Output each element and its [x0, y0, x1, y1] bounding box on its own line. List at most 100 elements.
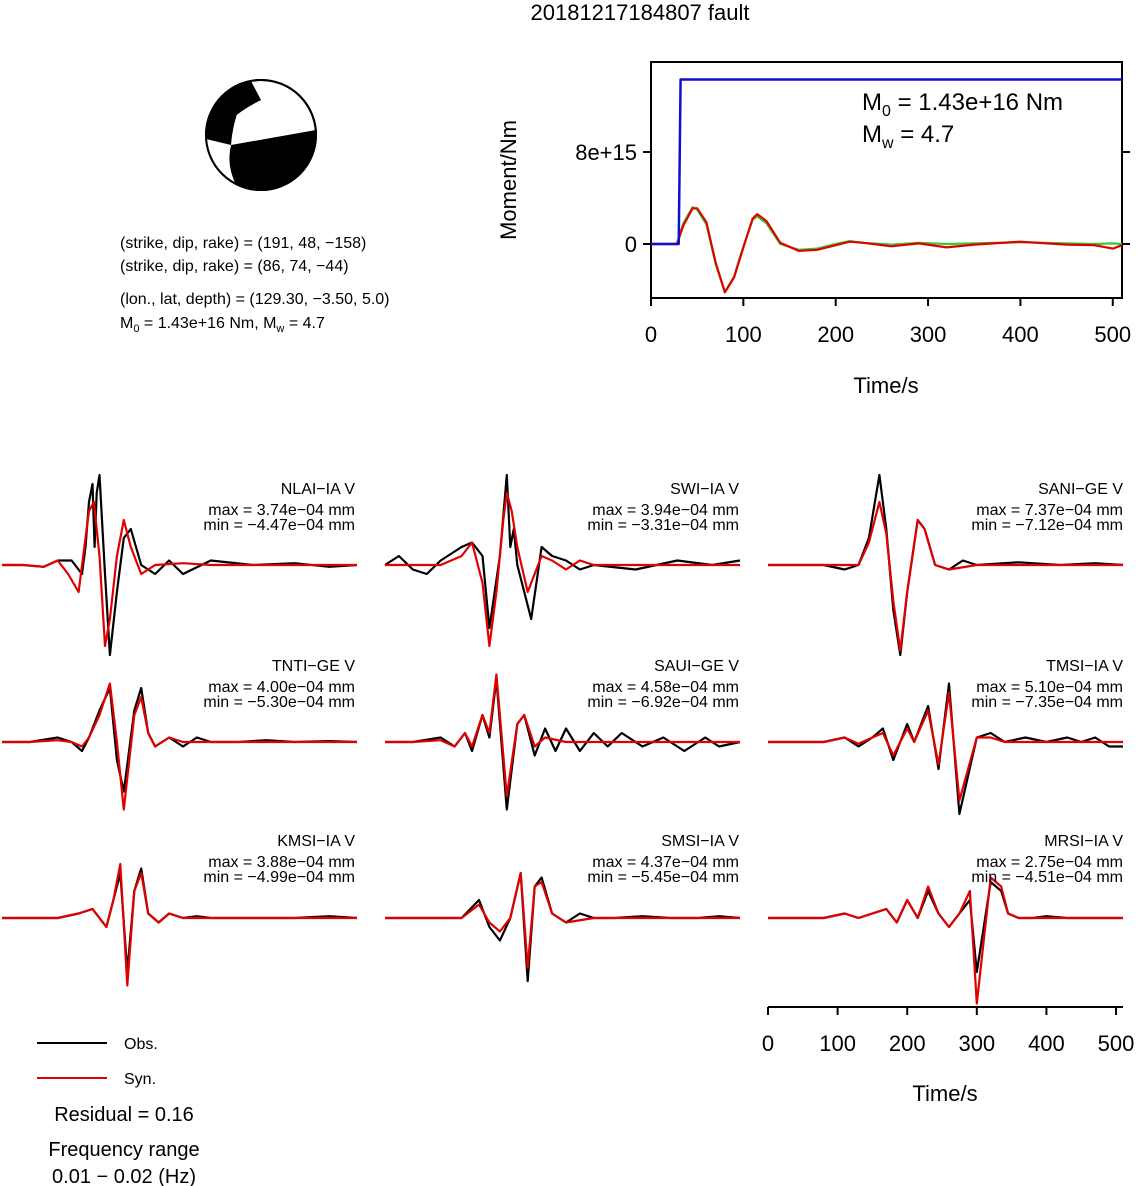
station-name: KMSI−IA V	[277, 833, 355, 850]
moment-xtick-label: 200	[817, 322, 854, 347]
beachball-compression-mid	[205, 81, 251, 145]
station-max: max = 3.88e−04 mm	[208, 854, 355, 871]
waveform-xtick-label: 0	[762, 1031, 774, 1056]
frequency-range-label: Frequency range	[48, 1139, 199, 1161]
station-name: TNTI−GE V	[272, 658, 355, 675]
m0-subscript: 0	[133, 323, 139, 335]
station-min: min = −4.99e−04 mm	[203, 869, 355, 886]
legend-syn-label: Syn.	[124, 1071, 156, 1088]
moment-xlabel: Time/s	[853, 373, 918, 398]
mw-value: = 4.7	[284, 315, 325, 332]
waveform-xtick-label: 300	[958, 1031, 995, 1056]
figure-title: 20181217184807 fault	[531, 0, 750, 25]
hypocenter-location: (lon., lat, depth) = (129.30, −3.50, 5.0…	[120, 291, 390, 308]
station-name: SWI−IA V	[670, 481, 739, 498]
moment-xtick-label: 500	[1094, 322, 1131, 347]
station-syn-trace	[768, 876, 1123, 1005]
station-max: max = 4.58e−04 mm	[592, 679, 739, 696]
station-syn-trace	[768, 691, 1123, 802]
waveform-xtick-label: 400	[1028, 1031, 1065, 1056]
moment-axes: 0 100 200 300 400 500 0 8e+15	[575, 140, 1131, 347]
moment-annotation-m0: M0 = 1.43e+16 Nm	[862, 89, 1063, 120]
legend-obs-label: Obs.	[124, 1036, 158, 1053]
beachball-rim	[205, 79, 317, 191]
moment-xtick-label: 400	[1002, 322, 1039, 347]
moment-ylabel: Moment/Nm	[496, 120, 521, 240]
annot-m0-symbol: M	[862, 89, 882, 116]
moment-series	[651, 78, 1123, 294]
moment-plot-frame	[650, 61, 1123, 299]
station-max: max = 2.75e−04 mm	[976, 854, 1123, 871]
beachball-compression-lower	[229, 130, 317, 190]
moment-xtick-label: 100	[725, 322, 762, 347]
waveform-xtick-label: 200	[889, 1031, 926, 1056]
station-syn-trace	[2, 682, 357, 811]
beachball	[205, 79, 317, 191]
station-syn-trace	[2, 862, 357, 987]
annot-mw-value: = 4.7	[894, 121, 955, 148]
station-name: TMSI−IA V	[1046, 658, 1123, 675]
moment-xtick-label: 300	[910, 322, 947, 347]
station-max: max = 4.00e−04 mm	[208, 679, 355, 696]
frequency-range-value: 0.01 − 0.02 (Hz)	[52, 1166, 196, 1186]
m0-symbol: M	[120, 315, 133, 332]
station-syn-trace	[2, 500, 357, 648]
moment-series-rate-red	[651, 207, 1123, 294]
station-min: min = −3.31e−04 mm	[587, 517, 739, 534]
station-min: min = −7.35e−04 mm	[971, 694, 1123, 711]
annot-m0-value: = 1.43e+16 Nm	[891, 89, 1063, 116]
legend: Obs. Syn.	[37, 1036, 158, 1088]
station-obs-trace	[385, 871, 741, 983]
station-max: max = 4.37e−04 mm	[592, 854, 739, 871]
station-name: MRSI−IA V	[1044, 833, 1123, 850]
station-syn-trace	[385, 673, 740, 798]
waveform-xtick-label: 500	[1098, 1031, 1135, 1056]
waveform-time-axis: 0 100 200 300 400 500	[762, 1006, 1135, 1056]
moment-magnitude-line: M0 = 1.43e+16 Nm, Mw = 4.7	[120, 315, 325, 335]
station-name: NLAI−IA V	[281, 481, 356, 498]
station-syn-trace	[385, 491, 740, 648]
m0-value: = 1.43e+16 Nm, M	[139, 315, 276, 332]
moment-series-cumulative	[651, 78, 1122, 246]
nodal-plane-2: (strike, dip, rake) = (86, 74, −44)	[120, 258, 349, 275]
station-min: min = −5.30e−04 mm	[203, 694, 355, 711]
station-syn-trace	[768, 500, 1123, 652]
nodal-plane-1: (strike, dip, rake) = (191, 48, −158)	[120, 235, 366, 252]
station-min: min = −6.92e−04 mm	[587, 694, 739, 711]
moment-annotation-mw: Mw = 4.7	[862, 121, 954, 152]
station-min: min = −5.45e−04 mm	[587, 869, 739, 886]
station-max: max = 3.94e−04 mm	[592, 502, 739, 519]
station-name: SAUI−GE V	[654, 658, 739, 675]
station-max: max = 7.37e−04 mm	[976, 502, 1123, 519]
waveform-xlabel: Time/s	[912, 1081, 977, 1106]
station-min: min = −4.51e−04 mm	[971, 869, 1123, 886]
station-name: SMSI−IA V	[661, 833, 739, 850]
residual-text: Residual = 0.16	[54, 1104, 194, 1126]
station-name: SANI−GE V	[1038, 481, 1123, 498]
station-obs-trace	[2, 473, 358, 657]
annot-m0-subscript: 0	[882, 103, 891, 120]
station-max: max = 3.74e−04 mm	[208, 502, 355, 519]
station-syn-trace	[385, 871, 740, 969]
annot-mw-subscript: w	[881, 135, 894, 152]
waveform-xtick-label: 100	[819, 1031, 856, 1056]
moment-ytick-label: 8e+15	[575, 140, 637, 165]
moment-ytick-label: 0	[625, 232, 637, 257]
station-obs-trace	[768, 880, 1123, 974]
station-min: min = −4.47e−04 mm	[203, 517, 355, 534]
moment-xtick-label: 0	[645, 322, 657, 347]
station-min: min = −7.12e−04 mm	[971, 517, 1123, 534]
station-max: max = 5.10e−04 mm	[976, 679, 1123, 696]
